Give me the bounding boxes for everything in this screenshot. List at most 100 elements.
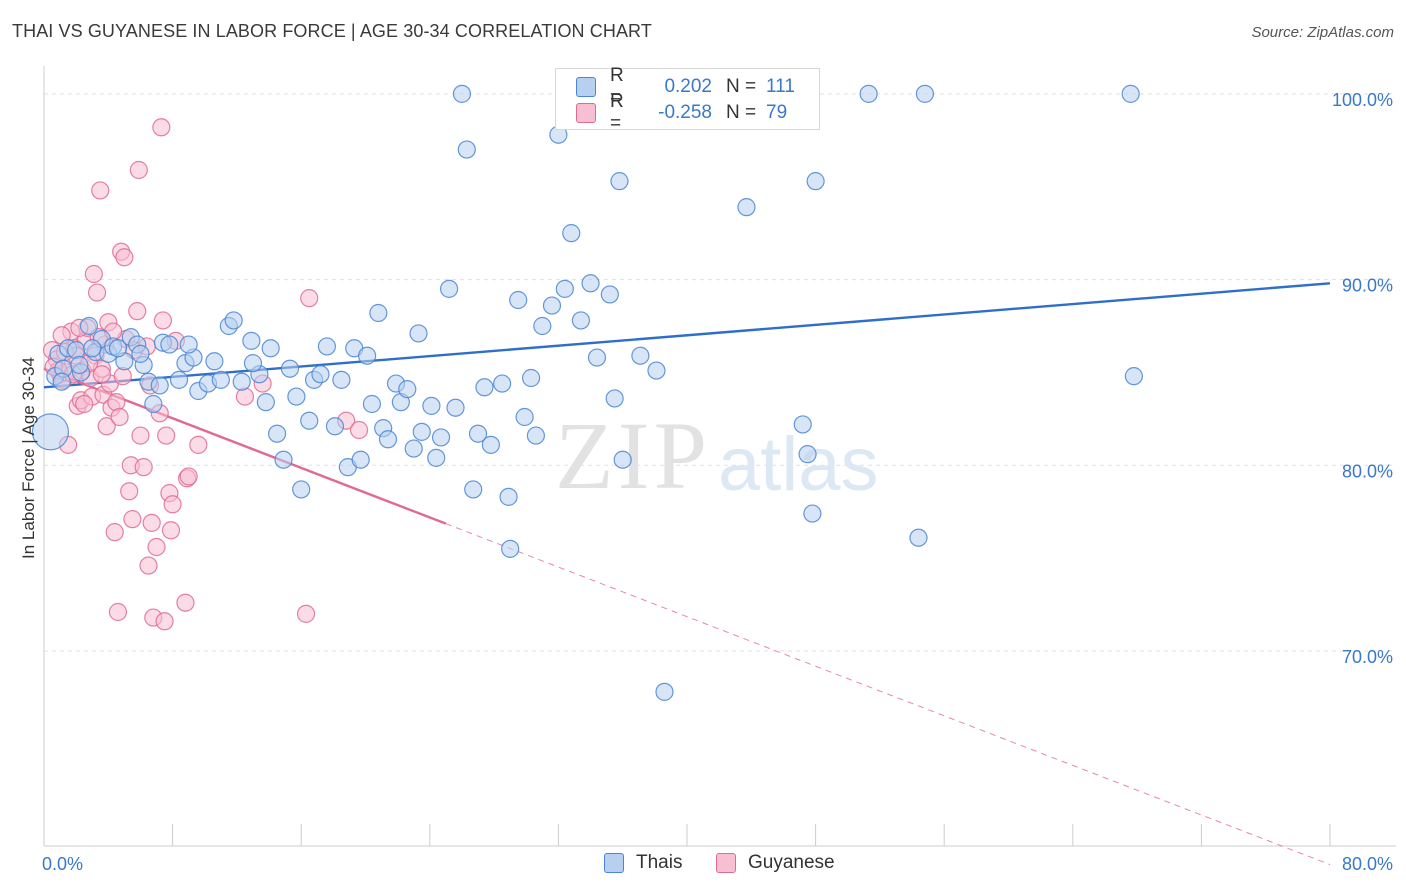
thais-point [798, 445, 817, 464]
guyanese-r-value: -0.258 [658, 102, 712, 123]
thais-r-label: R = [610, 65, 624, 108]
thais-point [493, 374, 512, 393]
thais-point [52, 372, 71, 391]
guyanese-point [189, 435, 208, 454]
guyanese-point [176, 593, 195, 612]
thais-point [232, 372, 251, 391]
legend-item-guyanese[interactable]: Guyanese [716, 852, 835, 874]
thais-point [224, 311, 243, 330]
thais-point [131, 344, 150, 363]
legend-row-thais: R = 0.202 N = 111 [576, 65, 795, 108]
guyanese-point [139, 556, 158, 575]
y-tick-label: 70.0% [1342, 647, 1393, 667]
thais-point [793, 415, 812, 434]
thais-point [398, 380, 417, 399]
guyanese-point [296, 604, 316, 623]
correlation-legend: R = 0.202 N = 111 R = -0.258 N = 79 [555, 65, 820, 134]
thais-legend-label: Thais [636, 852, 683, 873]
thais-point [515, 407, 534, 427]
thais-point [108, 339, 128, 358]
thais-point [521, 368, 541, 388]
thais-point [358, 346, 377, 365]
thais-point [160, 335, 179, 354]
thais-point [267, 424, 287, 443]
guyanese-n-label: N = [726, 102, 757, 123]
y-tick-label: 80.0% [1342, 461, 1393, 481]
thais-point [70, 355, 89, 375]
guyanese-swatch [576, 103, 596, 123]
thais-point [526, 426, 545, 445]
legend-item-thais[interactable]: Thais [604, 852, 682, 874]
thais-point [311, 365, 330, 384]
thais-point [533, 316, 552, 336]
guyanese-point [235, 387, 255, 406]
x-tick-label: 0.0% [42, 854, 83, 874]
guyanese-point [142, 513, 161, 532]
guyanese-point [155, 612, 174, 631]
thais-point [211, 370, 230, 389]
thais-point [404, 439, 423, 458]
thais-point [610, 172, 629, 191]
thais-point [909, 528, 928, 547]
guyanese-point [153, 311, 173, 330]
thais-point [555, 279, 574, 298]
thais-point [859, 84, 878, 103]
guyanese-point [110, 407, 129, 427]
thais-point [464, 480, 483, 499]
guyanese-point [161, 521, 181, 540]
guyanese-point [128, 302, 147, 321]
thais-point [369, 303, 388, 323]
guyanese-point [84, 264, 103, 284]
thais-point [274, 450, 293, 469]
thais-point [499, 487, 518, 506]
series-legend: Thais Guyanese [0, 852, 1406, 878]
thais-point [378, 430, 398, 449]
guyanese-legend-label: Guyanese [748, 852, 835, 873]
thais-r-value: 0.202 [664, 76, 712, 97]
thais-point [150, 376, 169, 395]
thais-point [439, 279, 459, 298]
guyanese-point [115, 248, 134, 267]
thais-point [587, 348, 607, 367]
axes [43, 66, 1396, 847]
guyanese-n-value: 79 [766, 102, 788, 123]
guyanese-point [152, 118, 171, 137]
guyanese-point [105, 523, 124, 542]
thais-point [179, 335, 198, 354]
thais-point [431, 428, 451, 447]
thais-n-label: N = [726, 76, 757, 97]
thais-point [446, 398, 465, 417]
thais-point [915, 84, 935, 103]
thais-point [613, 450, 632, 469]
guyanese-point [120, 482, 139, 501]
guyanese-point [134, 458, 153, 477]
watermark-zip: ZIP [555, 402, 711, 509]
thais-point [631, 346, 650, 365]
watermark: ZIP atlas [555, 402, 879, 509]
source-label: Source: ZipAtlas.com [1251, 24, 1394, 41]
thais-point [422, 396, 441, 415]
thais-point [292, 480, 311, 499]
guyanese-point [97, 417, 116, 436]
thais-point [475, 378, 494, 397]
guyanese-point [91, 181, 110, 200]
y-axis-label: In Labor Force | Age 30-34 [19, 357, 38, 559]
guyanese-legend-swatch [716, 853, 736, 873]
thais-point [362, 394, 382, 414]
thais-point [481, 435, 500, 454]
x-tick-label: 80.0% [1342, 854, 1393, 874]
legend-row-guyanese: R = -0.258 N = 79 [576, 91, 788, 134]
thais-point [427, 448, 446, 467]
thais-point [1121, 84, 1140, 103]
thais-point [647, 361, 666, 380]
thais-point [457, 140, 476, 159]
thais-swatch [576, 77, 596, 97]
thais-point [79, 316, 99, 336]
thais-point [600, 285, 619, 304]
thais-point [605, 389, 624, 408]
guyanese-r-label: R = [610, 91, 624, 134]
thais-point [655, 682, 674, 701]
grid-lines [44, 93, 1396, 652]
thais-point [256, 393, 275, 412]
thais-point [509, 290, 528, 310]
